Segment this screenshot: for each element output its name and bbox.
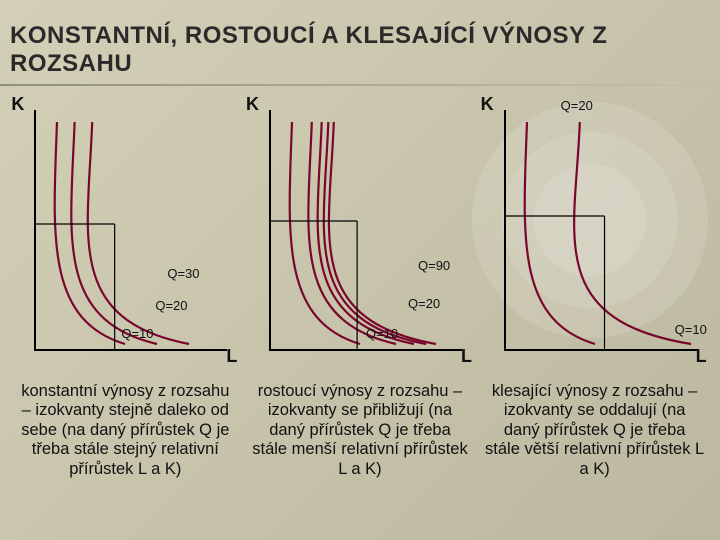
captions-row: konstantní výnosy z rozsahu – izokvanty … — [0, 380, 720, 479]
isoquant-label: Q=20 — [561, 98, 593, 113]
y-axis-label: K — [11, 94, 24, 115]
x-axis-label: L — [226, 346, 237, 367]
x-axis-label: L — [461, 346, 472, 367]
chart-decreasing: KLQ=20Q=10 — [485, 100, 705, 380]
y-axis-label: K — [246, 94, 259, 115]
page-title: KONSTANTNÍ, ROSTOUCÍ A KLESAJÍCÍ VÝNOSY … — [0, 0, 720, 84]
caption-constant: konstantní výnosy z rozsahu – izokvanty … — [15, 382, 235, 479]
caption-increasing: rostoucí výnosy z rozsahu – izokvanty se… — [250, 382, 470, 479]
isoquant-label: Q=10 — [675, 322, 707, 337]
y-axis-label: K — [481, 94, 494, 115]
isoquant-label: Q=20 — [408, 296, 440, 311]
isoquant-label: Q=30 — [167, 266, 199, 281]
isoquant-label: Q=10 — [366, 326, 398, 341]
x-axis-label: L — [696, 346, 707, 367]
isoquant-label: Q=10 — [121, 326, 153, 341]
title-underline — [0, 84, 720, 86]
charts-row: KLQ=30Q=20Q=10 KLQ=90Q=20Q=10 KLQ=20Q=10 — [0, 96, 720, 380]
caption-decreasing: klesající výnosy z rozsahu – izokvanty s… — [485, 382, 705, 479]
isoquant-label: Q=20 — [155, 298, 187, 313]
isoquant-label: Q=90 — [418, 258, 450, 273]
chart-increasing: KLQ=90Q=20Q=10 — [250, 100, 470, 380]
chart-constant: KLQ=30Q=20Q=10 — [15, 100, 235, 380]
